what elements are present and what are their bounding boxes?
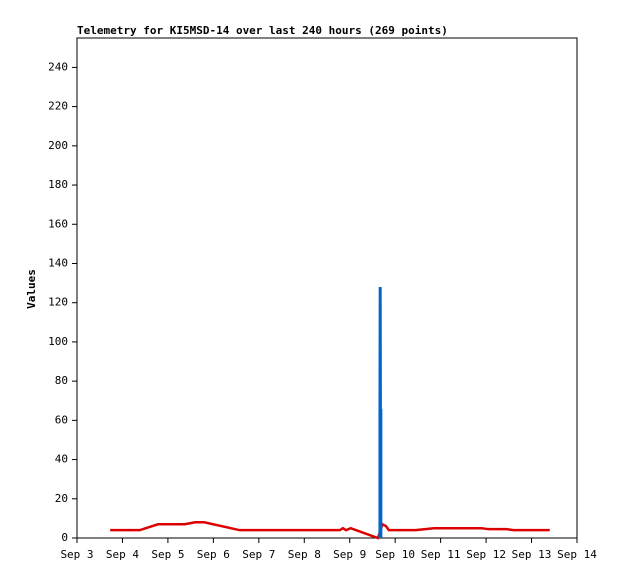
y-axis-label: Values xyxy=(25,269,38,309)
x-tick-label: Sep 3 xyxy=(60,548,93,561)
y-tick-label: 200 xyxy=(48,139,68,152)
y-tick-label: 40 xyxy=(55,453,68,466)
plot-frame xyxy=(76,37,578,539)
x-tick-label: Sep 4 xyxy=(106,548,139,561)
y-tick-label: 80 xyxy=(55,374,68,387)
chart-title: Telemetry for KI5MSD-14 over last 240 ho… xyxy=(77,24,448,37)
y-tick-label: 140 xyxy=(48,256,68,269)
x-tick-label: Sep 8 xyxy=(288,548,321,561)
y-tick-label: 60 xyxy=(55,413,68,426)
x-tick-label: Sep 6 xyxy=(197,548,230,561)
y-tick-label: 160 xyxy=(48,217,68,230)
x-tick-label: Sep 7 xyxy=(242,548,275,561)
series-line xyxy=(110,521,550,540)
x-tick-label: Sep 13 xyxy=(512,548,552,561)
y-tick-label: 220 xyxy=(48,100,68,113)
y-tick-label: 20 xyxy=(55,492,68,505)
y-tick-label: 120 xyxy=(48,296,68,309)
x-tick-label: Sep 5 xyxy=(151,548,184,561)
series-line xyxy=(378,287,383,538)
x-tick-label: Sep 14 xyxy=(557,548,597,561)
y-tick-label: 240 xyxy=(48,60,68,73)
x-tick-label: Sep 10 xyxy=(375,548,415,561)
x-tick-label: Sep 11 xyxy=(421,548,461,561)
y-tick-label: 100 xyxy=(48,335,68,348)
y-tick-label: 0 xyxy=(61,531,68,544)
y-tick-label: 180 xyxy=(48,178,68,191)
x-tick-label: Sep 9 xyxy=(333,548,366,561)
x-tick-label: Sep 12 xyxy=(466,548,506,561)
